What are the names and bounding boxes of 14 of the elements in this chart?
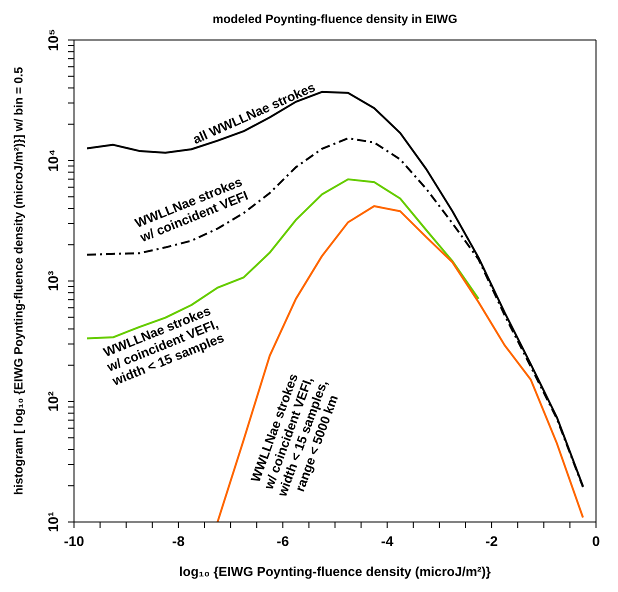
y-tick-label: 10² bbox=[45, 391, 61, 412]
x-axis-title: log₁₀ {EIWG Poynting-fluence density (microJ/m²)} bbox=[179, 564, 491, 579]
x-tick-label: -6 bbox=[276, 533, 290, 549]
x-tick-label: -2 bbox=[485, 533, 498, 549]
x-tick-label: -10 bbox=[64, 533, 84, 549]
x-tick-label: -4 bbox=[380, 533, 394, 549]
y-tick-label: 10⁵ bbox=[45, 28, 61, 52]
y-tick-label: 10¹ bbox=[45, 512, 61, 532]
x-tick-label: -8 bbox=[172, 533, 185, 549]
y-tick-label: 10⁴ bbox=[45, 149, 61, 172]
y-axis-title: histogram [ log₁₀ {EIWG Poynting-fluence density (microJ/m²)}] w/ bin = 0.5 bbox=[11, 66, 26, 496]
x-tick-label: 0 bbox=[592, 533, 600, 549]
chart-title: modeled Poynting-fluence density in EIWG bbox=[212, 12, 458, 26]
y-tick-label: 10³ bbox=[45, 270, 61, 292]
